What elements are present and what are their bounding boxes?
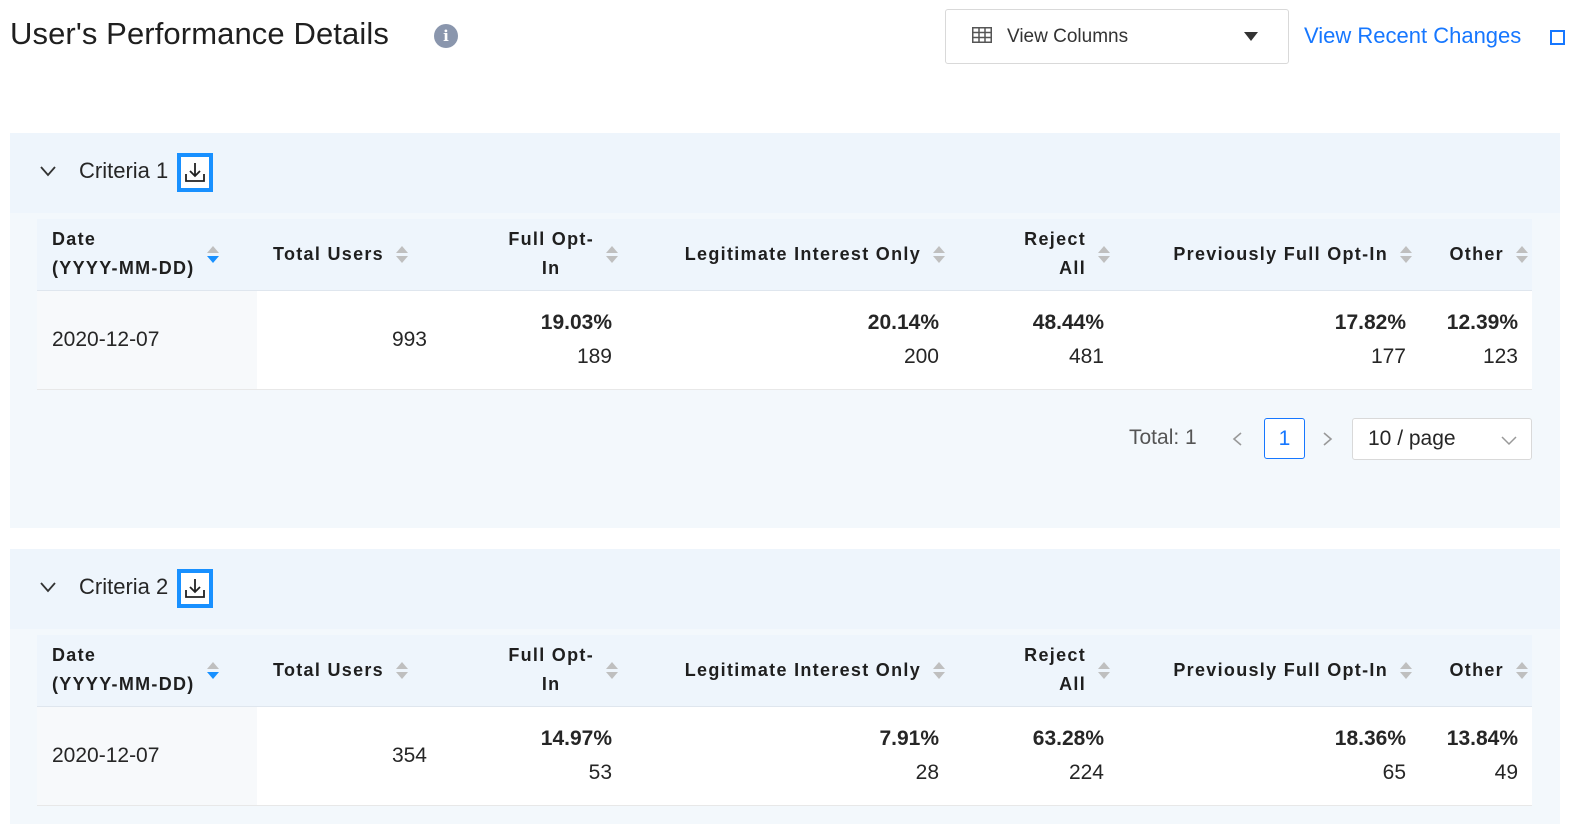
column-header-previously-full-opt-in[interactable]: Previously Full Opt-In: [1114, 635, 1416, 707]
cell-total-users: 354: [257, 706, 437, 806]
table-row: 2020-12-07 993 19.03% 189 20.14% 200 48.44…: [37, 290, 1532, 390]
cell-total-users: 993: [257, 290, 437, 390]
table-header-row: Date (YYYY-MM-DD) Total Users Full Opt- In…: [37, 219, 1532, 291]
criteria-2-section: Criteria 2 Date (YYYY-MM-DD) Total Users: [10, 549, 1560, 824]
cell-full-opt-in: 14.97% 53: [437, 706, 622, 806]
section-title: Criteria 1: [79, 158, 169, 183]
sort-icon[interactable]: [1098, 245, 1112, 263]
view-recent-changes-link[interactable]: View Recent Changes: [1304, 23, 1522, 48]
cell-reject-all: 63.28% 224: [949, 706, 1114, 806]
download-icon[interactable]: [177, 569, 213, 608]
section-title: Criteria 2: [79, 574, 169, 599]
column-header-total-users[interactable]: Total Users: [257, 219, 437, 291]
sort-icon[interactable]: [206, 661, 221, 679]
column-header-legitimate-interest-only[interactable]: Legitimate Interest Only: [622, 635, 949, 707]
sort-icon[interactable]: [606, 661, 620, 679]
column-header-other[interactable]: Other: [1416, 219, 1532, 291]
cell-full-opt-in: 19.03% 189: [437, 290, 622, 390]
table-header-row: Date (YYYY-MM-DD) Total Users Full Opt- In…: [37, 635, 1532, 707]
sort-icon[interactable]: [933, 245, 947, 263]
sort-icon[interactable]: [396, 661, 410, 679]
cell-reject-all: 48.44% 481: [949, 290, 1114, 390]
column-header-total-users[interactable]: Total Users: [257, 635, 437, 707]
info-icon[interactable]: i: [434, 24, 458, 48]
chevron-down-icon: [1501, 436, 1517, 446]
performance-table: Date (YYYY-MM-DD) Total Users Full Opt- In…: [37, 635, 1532, 806]
sort-icon[interactable]: [396, 245, 410, 263]
page-number-button[interactable]: 1: [1264, 418, 1305, 459]
sort-icon[interactable]: [1516, 661, 1530, 679]
chevron-left-icon[interactable]: [1231, 432, 1245, 446]
page-header: User's Performance Details i View Column…: [10, 9, 1585, 64]
performance-table: Date (YYYY-MM-DD) Total Users Full Opt- In…: [37, 219, 1532, 390]
chevron-right-icon[interactable]: [1320, 432, 1334, 446]
pagination-total: Total: 1: [1129, 426, 1197, 449]
column-header-full-opt-in[interactable]: Full Opt- In: [437, 635, 622, 707]
sort-icon[interactable]: [206, 245, 221, 263]
table-row: 2020-12-07 354 14.97% 53 7.91% 28 63.28% 22…: [37, 706, 1532, 806]
column-header-other[interactable]: Other: [1416, 635, 1532, 707]
sort-icon[interactable]: [1098, 661, 1112, 679]
caret-down-icon: [1244, 32, 1258, 41]
section-header: Criteria 1: [10, 133, 1560, 213]
criteria-1-section: Criteria 1 Date (YYYY-MM-DD) Total Users: [10, 133, 1560, 528]
cell-other: 13.84% 49: [1416, 706, 1532, 806]
column-header-previously-full-opt-in[interactable]: Previously Full Opt-In: [1114, 219, 1416, 291]
column-header-full-opt-in[interactable]: Full Opt- In: [437, 219, 622, 291]
sort-icon[interactable]: [606, 245, 620, 263]
sort-icon[interactable]: [933, 661, 947, 679]
view-columns-dropdown[interactable]: View Columns: [945, 9, 1289, 64]
column-header-reject-all[interactable]: Reject All: [949, 635, 1114, 707]
cell-date: 2020-12-07: [37, 290, 257, 390]
column-header-date[interactable]: Date (YYYY-MM-DD): [37, 635, 257, 707]
column-header-legitimate-interest-only[interactable]: Legitimate Interest Only: [622, 219, 949, 291]
cell-date: 2020-12-07: [37, 706, 257, 806]
view-columns-label: View Columns: [1007, 26, 1129, 47]
pagination: Total: 1 1 10 / page: [10, 418, 1560, 460]
section-header: Criteria 2: [10, 549, 1560, 629]
page-size-label: 10 / page: [1368, 427, 1456, 450]
chevron-down-icon[interactable]: [40, 579, 56, 595]
cell-previously-full-opt-in: 17.82% 177: [1114, 290, 1416, 390]
cell-legitimate-interest-only: 7.91% 28: [622, 706, 949, 806]
chevron-down-icon[interactable]: [40, 163, 56, 179]
sort-icon[interactable]: [1400, 661, 1414, 679]
sort-icon[interactable]: [1400, 245, 1414, 263]
sort-icon[interactable]: [1516, 245, 1530, 263]
download-icon[interactable]: [177, 153, 213, 192]
column-header-reject-all[interactable]: Reject All: [949, 219, 1114, 291]
cell-previously-full-opt-in: 18.36% 65: [1114, 706, 1416, 806]
cell-other: 12.39% 123: [1416, 290, 1532, 390]
column-header-date[interactable]: Date (YYYY-MM-DD): [37, 219, 257, 291]
page-size-select[interactable]: 10 / page: [1352, 418, 1532, 460]
page-title: User's Performance Details: [10, 16, 389, 51]
cell-legitimate-interest-only: 20.14% 200: [622, 290, 949, 390]
external-link-icon[interactable]: [1550, 30, 1565, 45]
table-icon: [972, 27, 992, 43]
